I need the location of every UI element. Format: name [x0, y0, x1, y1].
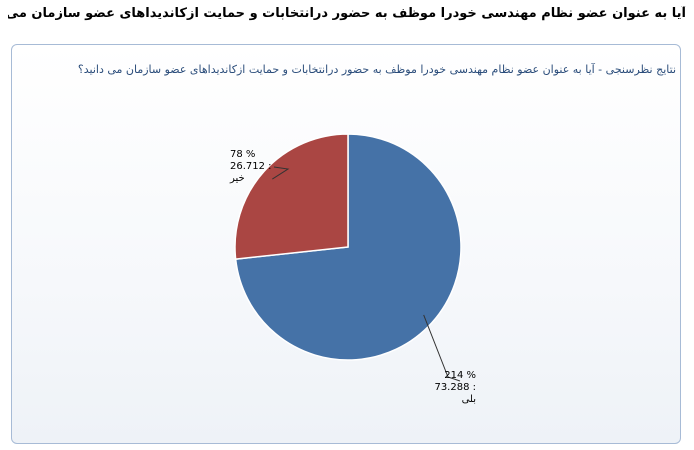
chart-panel: نتایج نظرسنجی - آیا به عنوان عضو نظام مه… — [11, 44, 681, 444]
slice-label-0-2: بلی — [462, 394, 476, 405]
pie-chart: 214 %73.288 :بلی 78 %26.712 :خیر — [229, 133, 476, 405]
leader-line-0 — [423, 314, 461, 382]
slice-label-0-0: 214 % — [444, 370, 476, 381]
slice-label-1-1: 26.712 : — [230, 161, 272, 172]
slice-label-0-1: 73.288 : — [434, 382, 476, 393]
chart-title: نتایج نظرسنجی - آیا به عنوان عضو نظام مه… — [77, 63, 676, 76]
question-title: آیا به عنوان عضو نظام مهندسی خودرا موظف … — [8, 6, 686, 21]
slice-label-1-2: خیر — [229, 173, 245, 184]
leader-line-1 — [272, 166, 290, 180]
slice-label-1-0: 78 % — [230, 149, 255, 160]
pie-slice-1[interactable] — [234, 133, 349, 260]
